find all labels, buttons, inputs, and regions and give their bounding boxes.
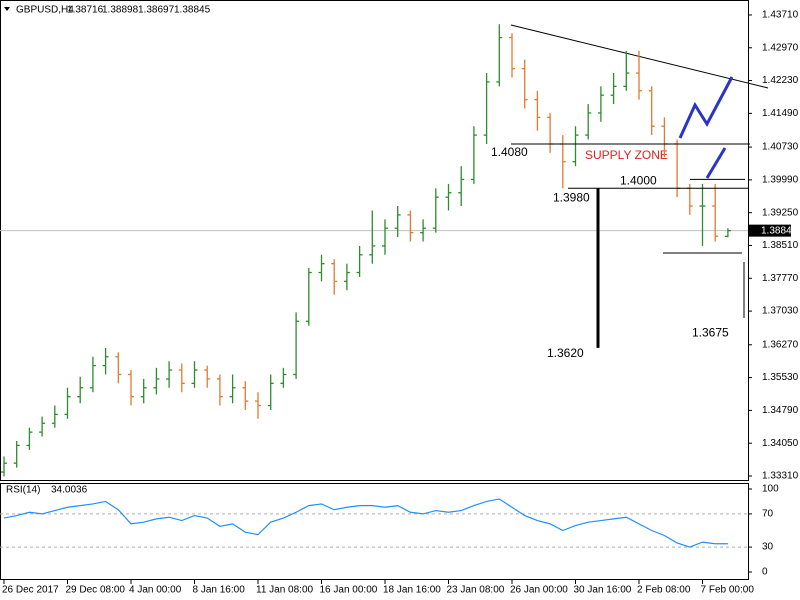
level-label: 1.3980 [553,190,590,204]
y-tick-label: 1.42970 [762,42,799,53]
x-tick-label: 30 Jan 16:00 [574,585,632,596]
menu-icon [4,7,10,11]
x-tick-label: 18 Jan 16:00 [383,585,441,596]
x-tick-label: 11 Jan 08:00 [256,585,314,596]
symbol: GBPUSD,H4 [16,5,74,16]
y-tick-label: 1.37030 [762,306,799,317]
rsi-tick-label: 30 [762,542,774,553]
x-tick-label: 7 Feb 00:00 [701,585,755,596]
header-price: 1.38898 [102,5,139,16]
main-panel [0,0,749,481]
header-price: 1.38697 [138,5,175,16]
y-tick-label: 1.35530 [762,372,799,383]
x-tick-label: 23 Jan 08:00 [447,585,505,596]
rsi-tick-label: 100 [762,484,779,495]
y-tick-label: 1.38510 [762,240,799,251]
rsi-line [3,498,728,548]
header-price: 1.38716 [67,5,104,16]
y-tick-label: 1.40730 [762,142,799,153]
y-tick-label: 1.39990 [762,175,799,186]
rsi-tick-label: 0 [762,567,768,578]
rsi-value: 34.0036 [51,485,88,496]
x-tick-label: 26 Dec 2017 [2,585,59,596]
rsi-panel [0,483,749,580]
x-tick-label: 26 Jan 00:00 [510,585,568,596]
y-tick-label: 1.39250 [762,207,799,218]
y-tick-label: 1.33310 [762,471,799,482]
header-price: 1.38845 [174,5,211,16]
rsi-tick-label: 70 [762,509,774,520]
level-label: 1.4000 [620,174,657,188]
projection-arrow [705,147,727,179]
x-tick-label: 4 Jan 00:00 [129,585,182,596]
y-tick-label: 1.42230 [762,75,799,86]
y-tick-label: 1.34790 [762,405,799,416]
x-tick-label: 8 Jan 16:00 [193,585,246,596]
price-badge [749,224,791,237]
price-badge-label: 1.38845 [761,225,798,236]
zone-label: SUPPLY ZONE [585,148,668,162]
y-tick-label: 1.36270 [762,339,799,350]
level-label: 1.3620 [547,346,584,360]
x-tick-label: 16 Jan 00:00 [320,585,378,596]
y-tick-label: 1.43710 [762,10,799,21]
x-tick-label: 2 Feb 08:00 [637,585,691,596]
y-tick-label: 1.41490 [762,108,799,119]
y-tick-label: 1.34050 [762,438,799,449]
level-label: 1.4080 [491,145,528,159]
level-label: 1.3675 [692,326,729,340]
x-tick-label: 29 Dec 08:00 [66,585,126,596]
y-tick-label: 1.37770 [762,273,799,284]
rsi-label: RSI(14) [6,485,40,496]
projection-arrow [678,76,734,139]
